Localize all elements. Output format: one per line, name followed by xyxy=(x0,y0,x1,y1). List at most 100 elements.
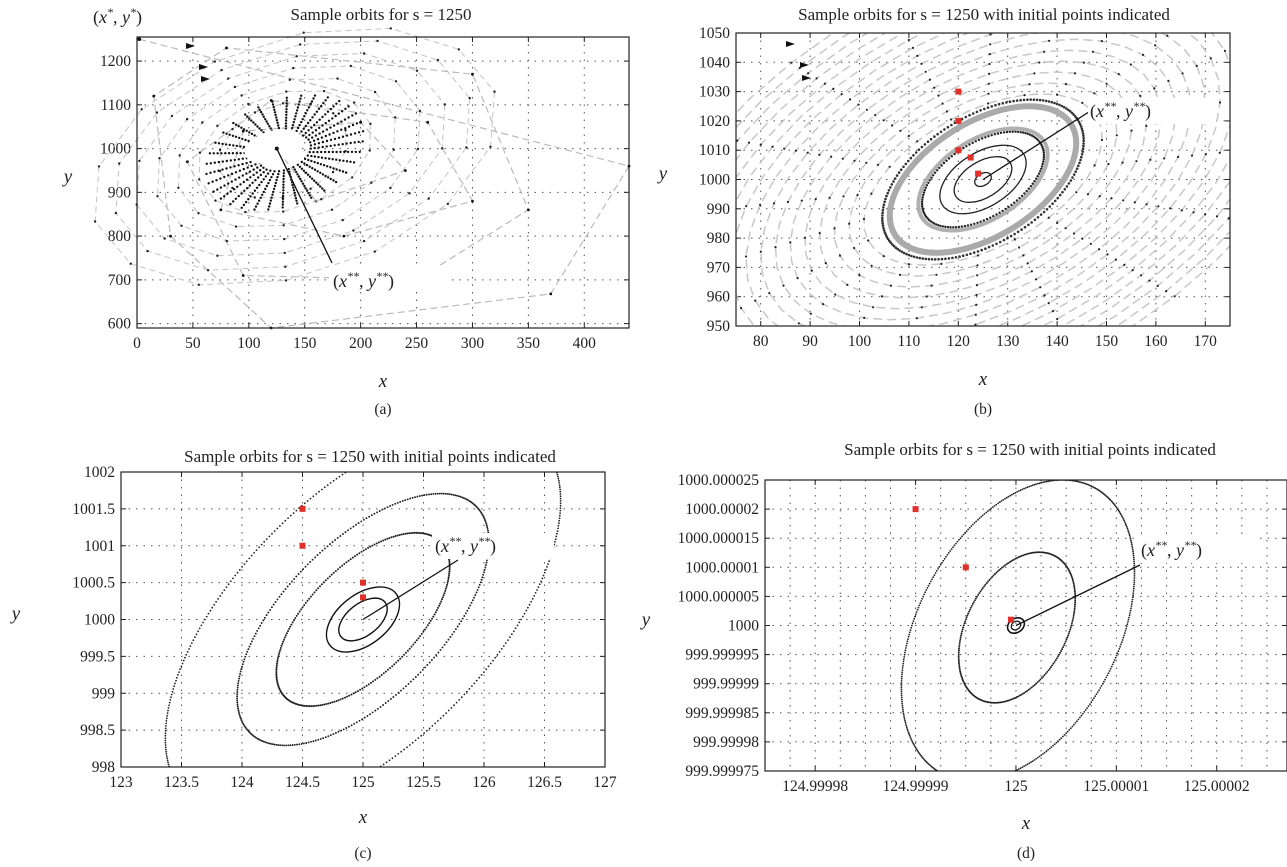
orbit-point xyxy=(307,138,310,141)
orbit-point xyxy=(285,108,288,111)
orbit-point xyxy=(1130,539,1132,542)
orbit-point xyxy=(1040,481,1043,484)
orbit-point xyxy=(782,284,785,287)
orbit-point xyxy=(177,674,179,676)
orbit-point xyxy=(1119,645,1121,648)
orbit-point xyxy=(976,595,978,598)
orbit-point xyxy=(957,655,960,658)
orbit-point xyxy=(440,600,443,603)
orbit-point xyxy=(1280,20,1282,22)
y-tick-label: 999.99998 xyxy=(693,734,759,751)
orbit-point xyxy=(319,185,322,188)
y-tick-label: 999.999985 xyxy=(685,705,759,722)
direction-arrow-icon xyxy=(800,62,809,68)
y-tick-label: 800 xyxy=(108,228,132,245)
orbit-point xyxy=(1128,534,1131,537)
orbit-point xyxy=(918,604,921,607)
orbit-point xyxy=(295,199,298,202)
orbit-point xyxy=(919,602,922,605)
orbit-point xyxy=(973,353,975,355)
orbit-point xyxy=(328,133,331,136)
orbit-point xyxy=(906,159,910,163)
orbit-point xyxy=(555,468,557,470)
y-tick-label: 1000.00002 xyxy=(685,501,759,518)
orbit-point xyxy=(915,256,919,259)
orbit-point xyxy=(973,222,976,225)
orbit-point xyxy=(987,245,991,249)
orbit-point xyxy=(164,727,167,730)
orbit-point xyxy=(1131,598,1134,601)
orbit-point xyxy=(343,563,346,565)
orbit-point xyxy=(457,495,460,498)
panel-caption: (b) xyxy=(974,401,992,418)
orbit-point xyxy=(1278,83,1280,85)
orbit-point xyxy=(366,714,369,717)
orbit-point xyxy=(276,662,278,665)
orbit-point xyxy=(1073,72,1077,75)
orbit-point xyxy=(1037,482,1039,485)
orbit-point xyxy=(486,526,489,529)
orbit-point xyxy=(995,503,998,506)
orbit-point xyxy=(899,129,902,132)
orbit-point xyxy=(344,696,346,699)
orbit-point xyxy=(285,110,288,114)
orbit-point xyxy=(370,681,372,684)
orbit-point xyxy=(1072,614,1075,617)
orbit-point xyxy=(339,698,342,701)
orbit-point xyxy=(803,236,807,239)
orbit-point xyxy=(1105,676,1108,679)
orbit-point xyxy=(904,719,906,722)
orbit-point xyxy=(337,699,340,702)
x-tick-label: 50 xyxy=(185,335,201,352)
orbit-point xyxy=(405,685,407,688)
orbit-point xyxy=(344,127,347,130)
x-tick-label: 125.00001 xyxy=(1083,778,1149,795)
orbit-point xyxy=(259,624,262,627)
orbit-point xyxy=(1017,556,1020,559)
orbit-point xyxy=(431,617,433,620)
orbit-point xyxy=(903,653,906,656)
orbit-point xyxy=(913,617,916,620)
orbit-point xyxy=(317,155,320,159)
orbit-point xyxy=(324,121,327,125)
orbit-point xyxy=(789,241,792,244)
orbit-point xyxy=(428,622,431,625)
orbit-point xyxy=(312,802,314,804)
orbit-point xyxy=(312,705,315,708)
orbit-point xyxy=(451,424,453,426)
orbit-point xyxy=(1048,205,1052,208)
orbit-point xyxy=(928,582,931,585)
orbit-point xyxy=(294,197,298,200)
orbit-point xyxy=(900,694,903,697)
orbit-point xyxy=(293,168,296,171)
orbit-point xyxy=(949,226,952,229)
orbit-point xyxy=(265,168,268,171)
orbit-point xyxy=(236,703,239,706)
orbit-point xyxy=(258,183,261,187)
orbit-point xyxy=(1053,660,1056,663)
orbit-point xyxy=(1072,232,1076,235)
orbit-point xyxy=(164,741,167,744)
orbit-point xyxy=(1014,130,1017,133)
orbit-point xyxy=(213,603,216,606)
orbit-point xyxy=(304,601,307,604)
orbit-point xyxy=(308,705,311,708)
orbit-point xyxy=(970,525,973,527)
initial-point-label: (x*, y*) xyxy=(93,5,142,28)
orbit-point xyxy=(1016,491,1018,493)
orbit-point xyxy=(1058,103,1061,107)
orbit-point xyxy=(421,668,424,671)
orbit-point xyxy=(283,237,286,241)
orbit-point xyxy=(922,757,924,760)
orbit-point xyxy=(957,656,960,659)
orbit-point xyxy=(344,787,346,789)
orbit-point xyxy=(336,130,339,133)
orbit-point xyxy=(1021,692,1024,695)
orbit-point xyxy=(957,778,959,780)
orbit-point xyxy=(958,779,960,781)
orbit-point xyxy=(473,682,476,685)
orbit-point xyxy=(872,306,875,309)
orbit-point xyxy=(1106,674,1109,677)
orbit-point xyxy=(299,177,302,181)
orbit-point xyxy=(384,538,387,541)
